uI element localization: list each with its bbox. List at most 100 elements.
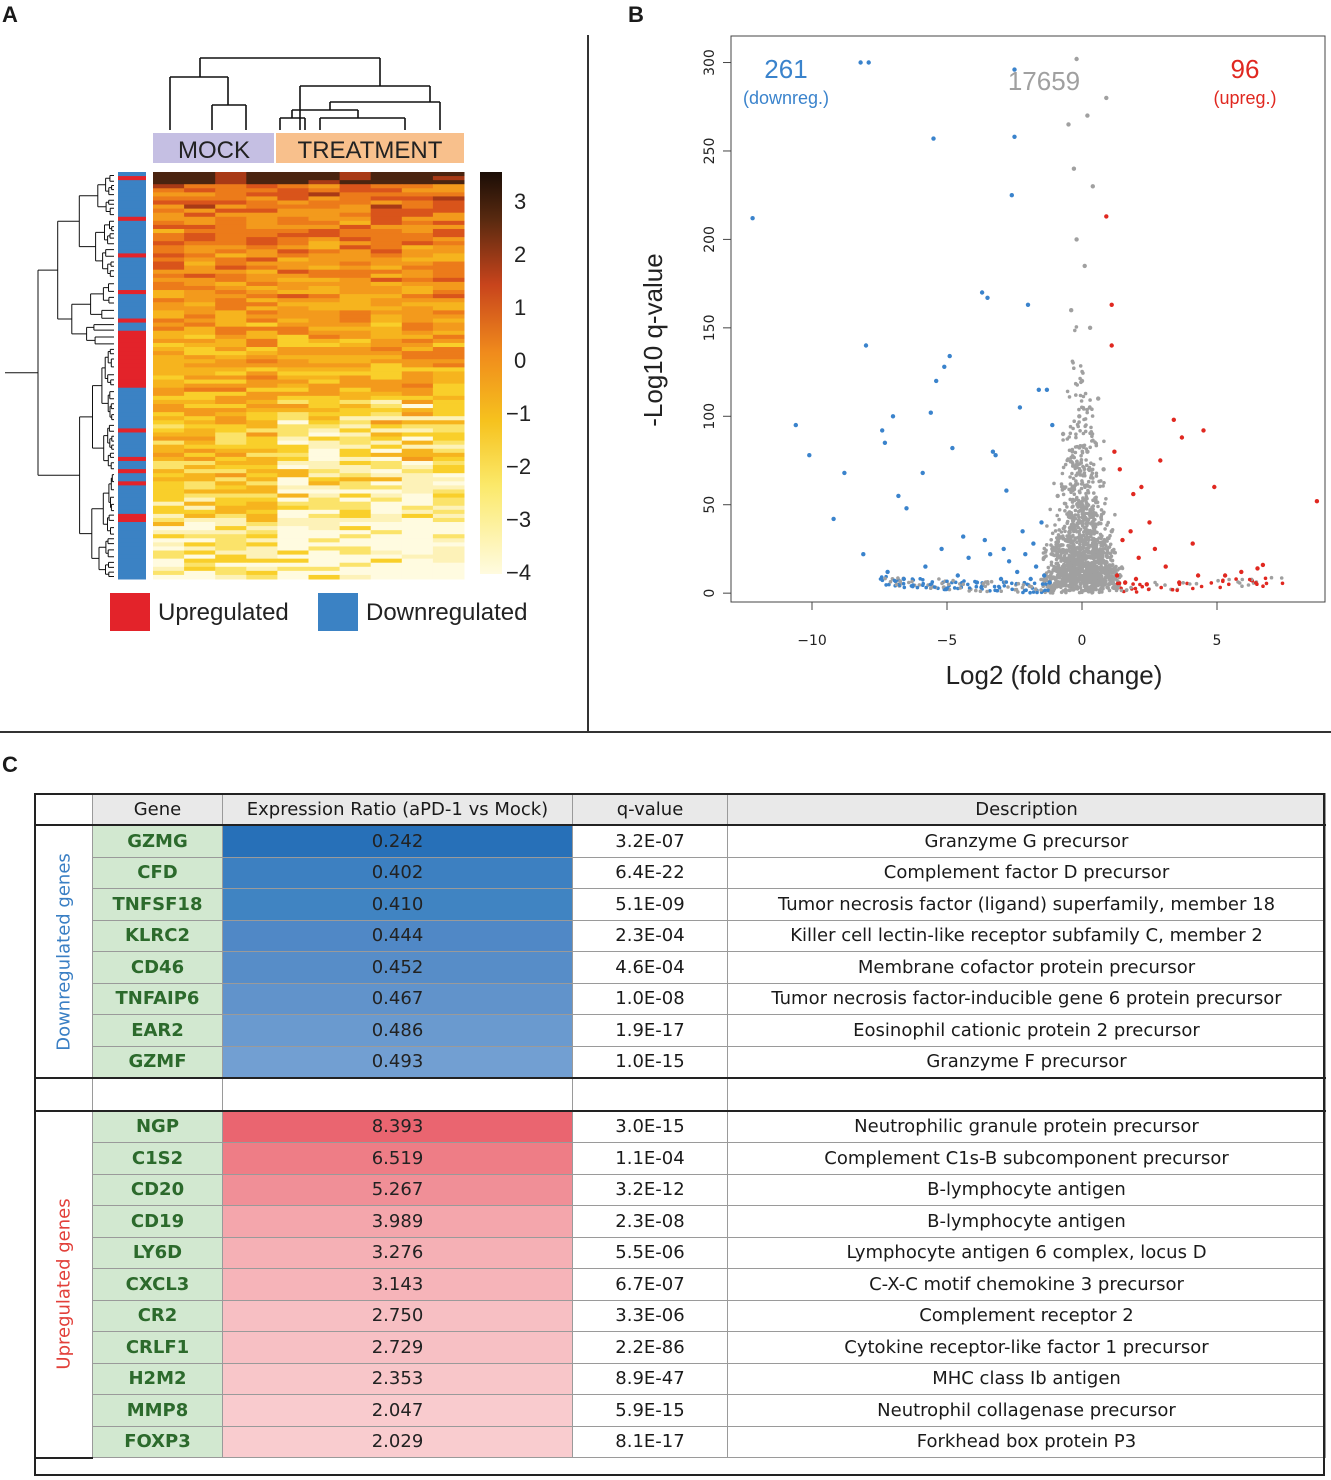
heatmap-cell xyxy=(153,176,185,181)
volcano-point-bulk xyxy=(898,580,903,584)
volcano-point xyxy=(1260,562,1266,568)
heatmap-cell xyxy=(246,355,278,360)
heatmap-cell xyxy=(339,505,372,511)
volcano-point-ns xyxy=(1062,553,1067,558)
volcano-point xyxy=(1052,582,1058,587)
volcano-point xyxy=(1028,576,1033,582)
heatmap-cell xyxy=(153,290,185,295)
volcano-point-ns xyxy=(1079,460,1083,464)
volcano-point xyxy=(1222,573,1228,578)
heatmap-cell xyxy=(339,497,372,503)
mock-group-label: MOCK xyxy=(178,137,250,164)
heatmap-cell xyxy=(153,473,185,478)
heatmap-cell xyxy=(339,212,372,218)
heatmap-cell xyxy=(432,550,465,556)
heatmap-cell xyxy=(215,237,247,242)
volcano-point xyxy=(901,576,906,582)
heatmap-cell xyxy=(184,330,216,336)
heatmap-cell xyxy=(432,546,465,552)
volcano-point-bulk xyxy=(880,578,885,583)
volcano-point xyxy=(1147,520,1152,525)
heatmap-cell xyxy=(184,208,216,214)
volcano-point-ns xyxy=(1071,361,1075,365)
table-row: FOXP3 2.029 8.1E-17 Forkhead box protein P3 xyxy=(35,1425,1326,1458)
plot-frame xyxy=(730,35,1326,603)
heatmap-cell xyxy=(277,204,309,210)
volcano-point-bulk xyxy=(888,580,893,584)
heatmap-cell xyxy=(246,473,278,478)
heatmap-cell xyxy=(215,465,247,470)
heatmap-cell xyxy=(370,570,403,576)
heatmap-cell xyxy=(339,257,372,263)
heatmap-cell xyxy=(401,526,434,531)
heatmap-cell xyxy=(370,428,403,433)
volcano-point-ns xyxy=(1065,458,1069,463)
heatmap-cell xyxy=(370,424,403,429)
q-value-cell: 2.3E-04 xyxy=(572,919,728,952)
heatmap-cell xyxy=(246,359,278,364)
volcano-point-ns xyxy=(1086,488,1090,493)
volcano-point-ns xyxy=(1052,481,1056,486)
heatmap-cell xyxy=(308,233,341,238)
table-header-row: Gene Expression Ratio (aPD-1 vs Mock) q-… xyxy=(34,793,1326,826)
heatmap-cell xyxy=(153,562,185,568)
heatmap-cell xyxy=(308,391,341,397)
heatmap-cell xyxy=(246,196,278,201)
volcano-point-ns xyxy=(1046,565,1051,570)
table-row: CRLF1 2.729 2.2E-86 Cytokine receptor-like … xyxy=(35,1331,1326,1364)
table-row: CR2 2.750 3.3E-06 Complement receptor 2 xyxy=(35,1299,1326,1332)
heatmap-cell xyxy=(184,497,216,503)
side-bar-down xyxy=(118,261,146,267)
heatmap-cell xyxy=(215,196,247,201)
heatmap-cell xyxy=(153,505,185,511)
heatmap-cell xyxy=(339,448,372,454)
heatmap-cell xyxy=(246,233,278,238)
volcano-point-bulk xyxy=(902,585,907,590)
heatmap-cell xyxy=(401,180,434,185)
heatmap-cell xyxy=(153,273,185,279)
heatmap-cell xyxy=(215,558,247,564)
heatmap-cell xyxy=(339,249,372,254)
heatmap-cell xyxy=(401,261,434,267)
heatmap-cell xyxy=(308,530,341,535)
volcano-point-ns xyxy=(1074,479,1078,483)
volcano-point xyxy=(1071,166,1077,171)
heatmap-cell xyxy=(401,469,434,474)
heatmap-cell xyxy=(370,477,403,482)
volcano-point-ns xyxy=(1075,540,1079,544)
volcano-point-ns xyxy=(1083,391,1088,396)
heatmap-cell xyxy=(308,326,341,332)
volcano-point-bulk xyxy=(1021,583,1026,587)
heatmap-cell xyxy=(401,489,434,495)
heatmap-cell xyxy=(153,188,185,193)
heatmap-cell xyxy=(153,306,185,311)
volcano-point-bulk xyxy=(1124,588,1129,593)
heatmap-cell xyxy=(308,505,341,511)
volcano-point-ns xyxy=(1061,438,1065,442)
heatmap-cell xyxy=(246,558,278,564)
heatmap-cell xyxy=(401,391,434,397)
volcano-point xyxy=(1090,184,1095,189)
heatmap-cell xyxy=(277,452,309,458)
volcano-point-ns xyxy=(1067,536,1071,540)
volcano-point xyxy=(1171,417,1176,422)
heatmap-cell xyxy=(432,228,465,234)
heatmap-cell xyxy=(308,412,341,417)
heatmap-cell xyxy=(153,477,185,482)
side-bar-down xyxy=(118,208,146,214)
heatmap-cell xyxy=(246,269,278,275)
heatmap-cell xyxy=(277,220,309,226)
heatmap-cell xyxy=(401,212,434,218)
volcano-point-ns xyxy=(1072,492,1077,497)
side-bar-down xyxy=(118,408,146,413)
heatmap-cell xyxy=(401,387,434,393)
heatmap-cell xyxy=(277,465,309,470)
volcano-point-ns xyxy=(1072,419,1076,424)
heatmap-cell xyxy=(339,233,372,238)
heatmap-cell xyxy=(246,351,278,356)
volcano-point-ns xyxy=(1046,575,1051,579)
heatmap-cell xyxy=(432,188,465,193)
heatmap-cell xyxy=(370,302,403,307)
volcano-point-ns xyxy=(1059,585,1063,590)
